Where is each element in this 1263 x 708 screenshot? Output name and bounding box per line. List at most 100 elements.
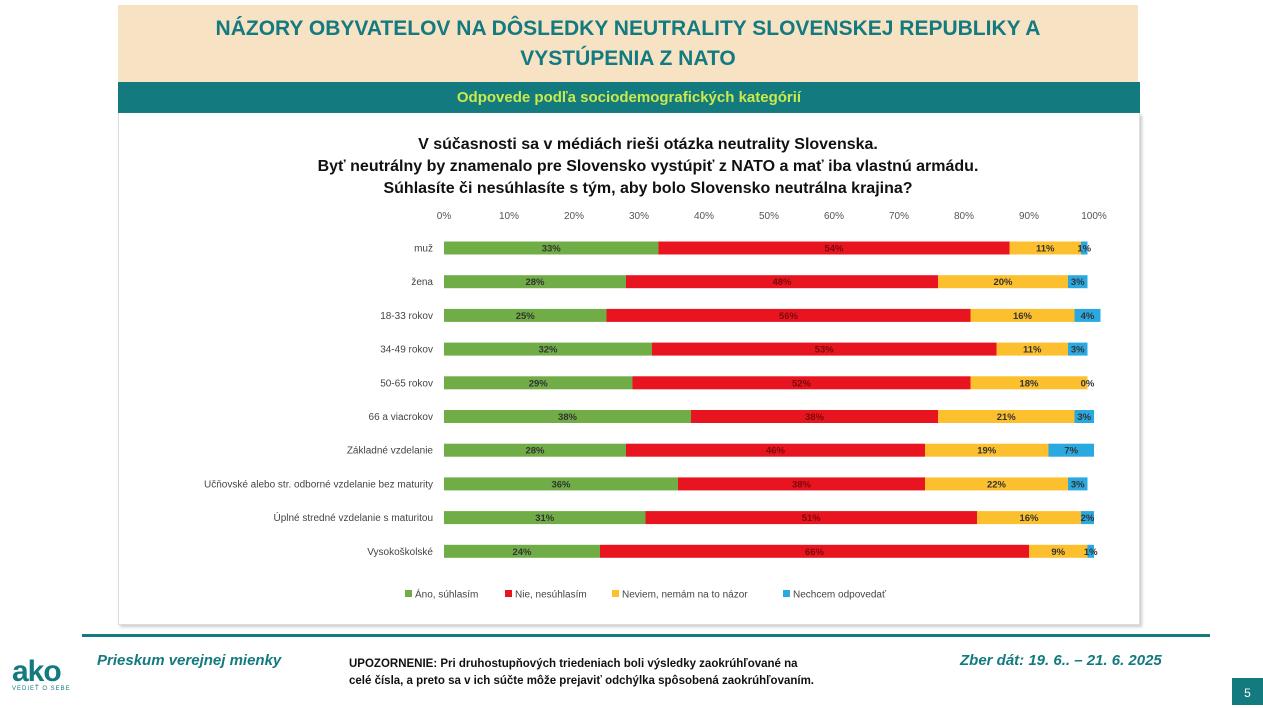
bar-segment xyxy=(444,275,626,289)
value-label: 38% xyxy=(805,412,825,423)
value-label: 29% xyxy=(529,378,549,389)
x-tick-label: 100% xyxy=(1081,211,1107,222)
value-label: 4% xyxy=(1081,311,1095,322)
bar-segment xyxy=(600,544,1029,558)
value-label: 1% xyxy=(1077,244,1091,255)
bar-segment xyxy=(626,275,938,289)
value-label: 32% xyxy=(538,345,558,356)
bar-segment xyxy=(444,544,600,558)
category-label: Úplné stredné vzdelanie s maturitou xyxy=(273,511,433,524)
value-label: 18% xyxy=(1019,378,1039,389)
page-number: 5 xyxy=(1232,678,1263,705)
value-label: 52% xyxy=(792,378,812,389)
date: Zber dát: 19. 6.. – 21. 6. 2025 xyxy=(960,652,1162,669)
x-tick-label: 40% xyxy=(694,211,714,222)
bar-segment xyxy=(691,410,938,423)
warning: UPOZORNENIE: Pri druhostupňových trieden… xyxy=(349,656,814,690)
value-label: 24% xyxy=(512,547,532,558)
category-label: 50-65 rokov xyxy=(380,378,433,389)
value-label: 36% xyxy=(551,479,571,490)
value-label: 31% xyxy=(535,513,555,524)
value-label: 46% xyxy=(766,446,786,457)
value-label: 2% xyxy=(1081,513,1095,524)
x-tick-label: 80% xyxy=(954,211,974,222)
bar-segment xyxy=(925,477,1068,491)
value-label: 22% xyxy=(987,479,1007,490)
x-tick-label: 0% xyxy=(437,211,452,222)
title-box: NÁZORY OBYVATELOV NA DÔSLEDKY NEUTRALITY… xyxy=(118,5,1138,82)
bar-segment xyxy=(970,308,1075,322)
legend-label: Nie, nesúhlasím xyxy=(515,590,587,601)
bar-segment xyxy=(925,443,1049,457)
value-label: 56% xyxy=(779,311,799,322)
warning-line: celé čísla, a preto sa v ich súčte môže … xyxy=(349,675,815,687)
value-label: 66% xyxy=(805,547,825,558)
bar-segment xyxy=(626,443,925,457)
bar-segment xyxy=(1087,544,1094,558)
bar-segment xyxy=(645,511,977,525)
bar-segment xyxy=(1048,443,1094,457)
value-label: 19% xyxy=(977,446,997,457)
chart-title: Súhlasíte či nesúhlasíte s tým, aby bolo… xyxy=(383,180,912,197)
x-tick-label: 20% xyxy=(564,211,584,222)
value-label: 11% xyxy=(1036,244,1055,255)
value-label: 20% xyxy=(993,277,1013,288)
value-label: 11% xyxy=(1023,345,1042,356)
legend-label: Áno, súhlasím xyxy=(415,588,478,601)
value-label: 33% xyxy=(542,244,562,255)
value-label: 3% xyxy=(1071,277,1085,288)
value-label: 51% xyxy=(802,513,822,524)
value-label: 0% xyxy=(1081,378,1095,389)
bar-segment xyxy=(1068,477,1088,491)
value-label: 7% xyxy=(1064,446,1078,457)
survey-label: Prieskum verejnej mienky xyxy=(97,652,282,669)
legend-swatch xyxy=(783,590,790,597)
category-label: žena xyxy=(411,277,433,288)
subtitle: Odpovede podľa sociodemografických kateg… xyxy=(118,82,1140,113)
value-label: 1% xyxy=(1084,547,1098,558)
legend-swatch xyxy=(612,590,619,597)
bar-segment xyxy=(444,477,678,491)
footer-line xyxy=(82,634,1210,637)
bar-segment xyxy=(938,275,1068,289)
bar-segment xyxy=(444,342,652,356)
value-label: 28% xyxy=(525,277,545,288)
title-line: VYSTÚPENIA Z NATO xyxy=(520,46,736,70)
value-label: 25% xyxy=(516,311,536,322)
tagline: VEDIEŤ O SEBE xyxy=(12,686,71,692)
value-label: 21% xyxy=(997,412,1017,423)
warning-line: UPOZORNENIE: Pri druhostupňových trieden… xyxy=(349,658,798,670)
bar-segment xyxy=(1074,308,1101,322)
category-label: muž xyxy=(414,244,433,255)
x-tick-label: 30% xyxy=(629,211,649,222)
bar-segment xyxy=(444,308,607,322)
bar-segment xyxy=(970,376,1088,390)
value-label: 54% xyxy=(824,244,844,255)
value-label: 3% xyxy=(1071,345,1085,356)
category-label: Učňovské alebo str. odborné vzdelanie be… xyxy=(204,479,433,490)
x-tick-label: 10% xyxy=(499,211,519,222)
bar-segment xyxy=(632,376,971,390)
legend-swatch xyxy=(505,590,512,597)
logo: ako xyxy=(12,655,62,688)
category-label: Vysokoškolské xyxy=(367,547,433,558)
bar-segment xyxy=(977,511,1081,525)
value-label: 16% xyxy=(1013,311,1033,322)
chart-panel xyxy=(118,113,1140,625)
chart-title: Byť neutrálny by znamenalo pre Slovensko… xyxy=(318,158,979,175)
value-label: 3% xyxy=(1071,479,1085,490)
bar-segment xyxy=(444,511,646,525)
bar-segment xyxy=(1029,544,1088,558)
bar-segment xyxy=(1068,275,1088,289)
x-tick-label: 90% xyxy=(1019,211,1039,222)
chart-title: V súčasnosti sa v médiách rieši otázka n… xyxy=(418,136,878,153)
value-label: 16% xyxy=(1019,513,1039,524)
title-line: NÁZORY OBYVATELOV NA DÔSLEDKY NEUTRALITY… xyxy=(215,16,1041,40)
bar-segment xyxy=(606,308,971,322)
category-label: Základné vzdelanie xyxy=(347,446,434,457)
chart: V súčasnosti sa v médiách rieši otázka n… xyxy=(204,136,1107,601)
x-tick-label: 50% xyxy=(759,211,779,222)
category-label: 66 a viacrokov xyxy=(369,412,433,423)
category-label: 34-49 rokov xyxy=(380,345,433,356)
